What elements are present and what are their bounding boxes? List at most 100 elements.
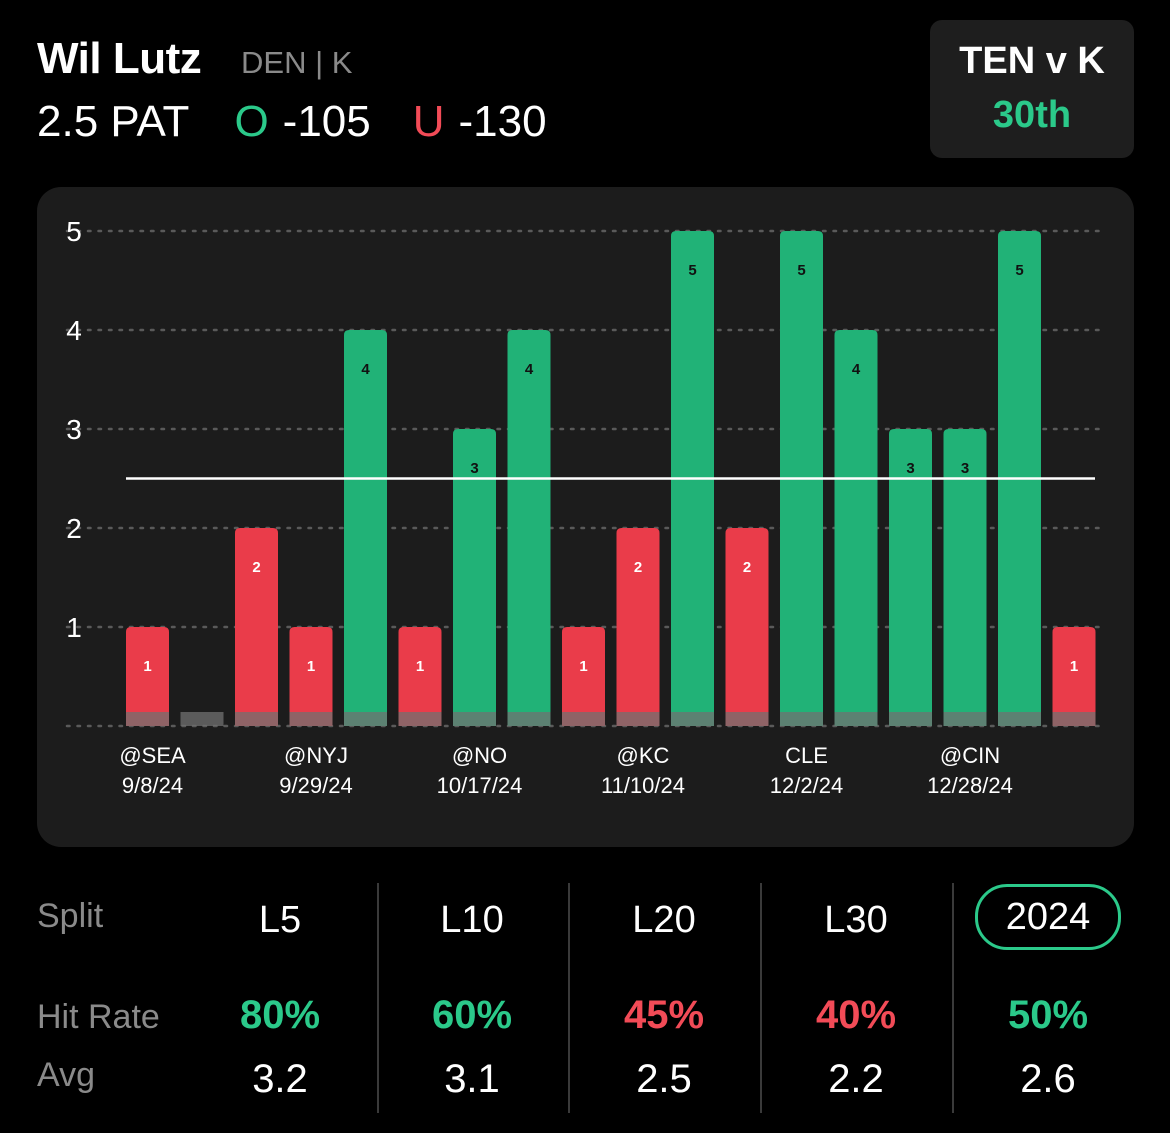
bar-value-label: 1 bbox=[1070, 658, 1078, 675]
prop-line: 2.5 PAT bbox=[37, 97, 190, 146]
bar-base bbox=[943, 712, 987, 726]
bar-value-label: 5 bbox=[1015, 262, 1023, 279]
avg-l5: 3.2 bbox=[252, 1057, 308, 1101]
bar-base bbox=[998, 712, 1041, 726]
split-row-label: Split bbox=[37, 897, 104, 935]
bar-value-label: 1 bbox=[143, 658, 151, 675]
bar-base bbox=[289, 712, 333, 726]
x-date-label: 9/29/24 bbox=[279, 773, 352, 798]
x-opponent-label: @NYJ bbox=[284, 743, 348, 768]
bar-base bbox=[725, 712, 769, 726]
y-tick-label: 4 bbox=[66, 315, 82, 346]
bar-base bbox=[453, 712, 496, 726]
bar bbox=[507, 330, 551, 726]
avg-l10: 3.1 bbox=[444, 1057, 500, 1101]
bar-base bbox=[507, 712, 551, 726]
x-date-label: 10/17/24 bbox=[437, 773, 523, 798]
hit-rate-l30: 40% bbox=[815, 993, 897, 1037]
game-log-chart: 1 2 3 4 5 1 2 1 4 1 3 4 1 2 5 2 5 4 3 3 5 1 @SEA 9/8/24 @NYJ 9/29… bbox=[37, 187, 1134, 847]
y-tick-label: 2 bbox=[66, 513, 82, 544]
bar bbox=[235, 528, 278, 726]
matchup-rank-card[interactable]: TEN v K 30th bbox=[930, 20, 1134, 158]
over-marker[interactable]: O bbox=[234, 97, 269, 146]
y-tick-label: 3 bbox=[66, 414, 82, 445]
bar-value-label: 5 bbox=[688, 262, 696, 279]
bar-base bbox=[235, 712, 278, 726]
x-date-label: 12/2/24 bbox=[770, 773, 843, 798]
bar-base bbox=[780, 712, 823, 726]
bar-chart-svg: 1 2 3 4 5 1 2 1 4 1 3 4 1 2 5 2 5 4 3 3 5 1 @SEA 9/8/24 @NYJ 9/29… bbox=[65, 216, 1104, 798]
split-tab-2024[interactable]: 2024 bbox=[975, 884, 1121, 950]
under-marker[interactable]: U bbox=[412, 97, 445, 146]
prop-line-row: 2.5 PAT O -105 U -130 bbox=[37, 97, 547, 147]
bar-base bbox=[180, 712, 224, 726]
bar bbox=[889, 429, 932, 726]
column-divider bbox=[377, 883, 379, 1113]
bar bbox=[126, 627, 169, 726]
bar bbox=[943, 429, 987, 726]
bar bbox=[562, 627, 605, 726]
splits-table: Split Hit Rate Avg L5 80% 3.2 L10 60% 3.… bbox=[0, 860, 1170, 1133]
avg-2024: 2.6 bbox=[1020, 1057, 1076, 1101]
bar-base bbox=[671, 712, 714, 726]
column-divider bbox=[568, 883, 570, 1113]
x-date-label: 9/8/24 bbox=[122, 773, 183, 798]
bar bbox=[289, 627, 333, 726]
x-date-label: 12/28/24 bbox=[927, 773, 1013, 798]
bar-value-label: 1 bbox=[416, 658, 424, 675]
bar-value-label: 4 bbox=[525, 361, 534, 378]
hit-rate-row-label: Hit Rate bbox=[37, 998, 160, 1036]
y-tick-label: 5 bbox=[66, 216, 82, 247]
bar-value-label: 5 bbox=[797, 262, 805, 279]
bar-value-label: 3 bbox=[961, 460, 969, 477]
column-divider bbox=[952, 883, 954, 1113]
x-opponent-label: CLE bbox=[785, 743, 828, 768]
bar-base bbox=[344, 712, 387, 726]
team-position: DEN | K bbox=[241, 45, 353, 80]
bar bbox=[616, 528, 660, 726]
split-tab-l10[interactable]: L10 bbox=[440, 899, 504, 941]
bar-value-label: 2 bbox=[743, 559, 751, 576]
column-divider bbox=[760, 883, 762, 1113]
bar-value-label: 2 bbox=[634, 559, 642, 576]
x-opponent-label: @NO bbox=[452, 743, 507, 768]
x-opponent-label: @CIN bbox=[940, 743, 1000, 768]
hit-rate-l20: 45% bbox=[623, 993, 705, 1037]
bar-base bbox=[834, 712, 878, 726]
avg-row-label: Avg bbox=[37, 1056, 95, 1094]
bar-value-label: 1 bbox=[307, 658, 315, 675]
split-tab-l5[interactable]: L5 bbox=[258, 899, 302, 941]
y-tick-label: 1 bbox=[66, 612, 82, 643]
bar-value-label: 3 bbox=[470, 460, 478, 477]
hit-rate-2024: 50% bbox=[1007, 993, 1089, 1037]
bar bbox=[1052, 627, 1096, 726]
bar-base bbox=[1052, 712, 1096, 726]
matchup-title: TEN v K bbox=[959, 40, 1105, 82]
bar bbox=[398, 627, 442, 726]
bar-base bbox=[889, 712, 932, 726]
avg-l20: 2.5 bbox=[636, 1057, 692, 1101]
bar-base bbox=[562, 712, 605, 726]
over-odds[interactable]: -105 bbox=[282, 97, 371, 146]
bar-value-label: 2 bbox=[252, 559, 260, 576]
avg-l30: 2.2 bbox=[828, 1057, 884, 1101]
hit-rate-l5: 80% bbox=[239, 993, 321, 1037]
bar bbox=[344, 330, 387, 726]
bar bbox=[725, 528, 769, 726]
x-date-label: 11/10/24 bbox=[601, 773, 685, 798]
split-tab-l20[interactable]: L20 bbox=[632, 899, 696, 941]
bar-base bbox=[398, 712, 442, 726]
hit-rate-l10: 60% bbox=[431, 993, 513, 1037]
bar-value-label: 3 bbox=[906, 460, 914, 477]
bar bbox=[453, 429, 496, 726]
x-opponent-label: @SEA bbox=[119, 743, 186, 768]
split-tab-l30[interactable]: L30 bbox=[824, 899, 888, 941]
matchup-rank: 30th bbox=[992, 94, 1072, 136]
bar-value-label: 1 bbox=[579, 658, 587, 675]
player-name: Wil Lutz bbox=[37, 34, 202, 83]
bar bbox=[834, 330, 878, 726]
x-opponent-label: @KC bbox=[617, 743, 670, 768]
bar-base bbox=[616, 712, 660, 726]
under-odds[interactable]: -130 bbox=[458, 97, 547, 146]
bar-value-label: 4 bbox=[361, 361, 370, 378]
